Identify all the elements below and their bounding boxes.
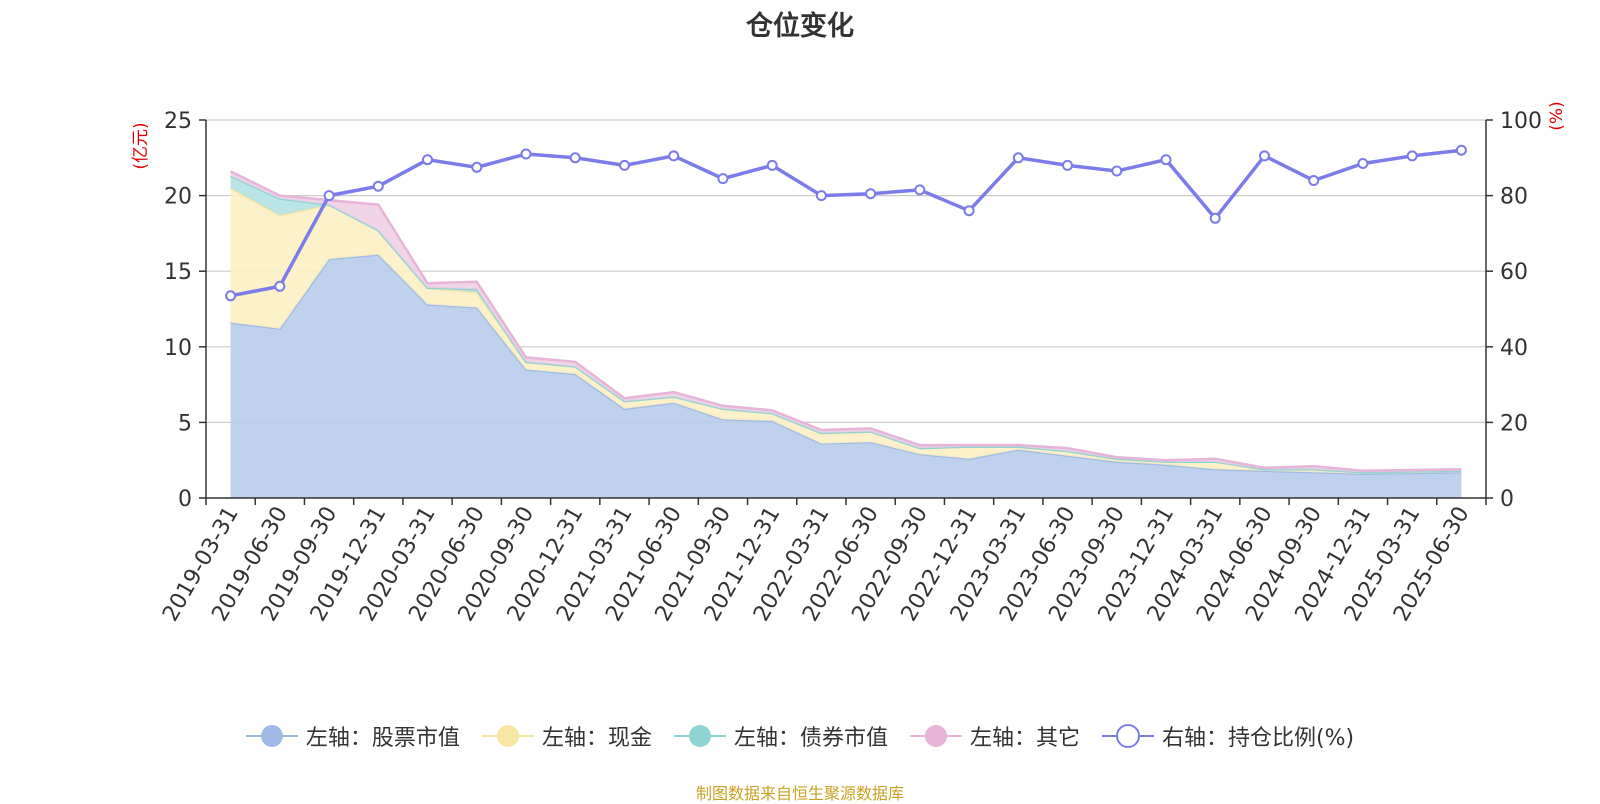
line-右轴：持仓比例(%) <box>230 148 1462 298</box>
ratio-point <box>372 180 384 192</box>
legend-item[interactable]: 左轴：现金 <box>481 720 652 752</box>
chart-title: 仓位变化 <box>746 11 854 42</box>
ratio-point <box>422 154 433 166</box>
ratio-point <box>1012 152 1024 164</box>
ratio-point <box>569 152 581 164</box>
ratio-point <box>225 290 237 302</box>
ratio-point <box>1209 212 1221 224</box>
ratio-point <box>619 159 630 171</box>
ratio-point <box>1406 150 1418 162</box>
left-axis-tick-label: 20 <box>164 185 192 210</box>
ratio-point <box>471 161 483 173</box>
right-axis-tick-label: 100 <box>1500 109 1542 134</box>
ratio-point <box>865 188 877 200</box>
ratio-point <box>668 150 680 162</box>
ratio-point <box>274 280 286 292</box>
left-axis-tick-label: 25 <box>164 109 192 134</box>
source-note: 制图数据来自恒生聚源数据库 <box>695 784 904 803</box>
legend-swatch-icon <box>245 725 298 747</box>
right-axis-tick-label: 60 <box>1500 260 1528 285</box>
legend-item[interactable]: 右轴：持仓比例(%) <box>1101 720 1355 752</box>
legend-label: 右轴：持仓比例(%) <box>1161 726 1355 751</box>
ratio-point <box>1160 154 1172 166</box>
left-axis-tick-label: 0 <box>178 487 192 512</box>
ratio-point <box>914 184 926 196</box>
area-左轴：股票市值 <box>230 254 1462 498</box>
ratio-point <box>1062 159 1073 171</box>
legend-swatch-icon <box>481 725 534 747</box>
legend-item[interactable]: 左轴：其它 <box>909 720 1080 752</box>
ratio-point <box>717 173 729 185</box>
legend-item[interactable]: 左轴：债券市值 <box>673 720 888 752</box>
legend-label: 左轴：现金 <box>541 726 652 751</box>
left-axis-tick-label: 10 <box>164 336 192 361</box>
legend-swatch-icon <box>673 725 726 747</box>
legend-label: 左轴：其它 <box>969 726 1080 751</box>
ratio-point <box>1357 158 1369 169</box>
legend-swatch-icon <box>1101 724 1154 748</box>
ratio-point <box>1259 150 1270 162</box>
ratio-point <box>1111 165 1123 177</box>
ratio-point <box>323 190 335 202</box>
left-axis-unit: (亿元) <box>131 122 151 169</box>
legend-item[interactable]: 左轴：股票市值 <box>245 720 460 752</box>
right-axis-unit: (%) <box>1547 101 1567 130</box>
ratio-point <box>1308 175 1320 186</box>
legend: 左轴：股票市值 左轴：现金 左轴：债券市值 左轴：其它 右轴：持仓比例(%) <box>0 716 1600 756</box>
right-axis-tick-label: 80 <box>1500 185 1528 210</box>
legend-swatch-icon <box>909 725 962 747</box>
left-axis-tick-label: 5 <box>178 411 192 436</box>
ratio-point <box>963 205 975 217</box>
ratio-point <box>766 159 778 171</box>
right-axis-tick-label: 20 <box>1500 411 1528 436</box>
legend-label: 左轴：债券市值 <box>733 726 888 751</box>
legend-label: 左轴：股票市值 <box>305 726 460 751</box>
ratio-point <box>520 148 532 160</box>
area-edge-左轴：其它 <box>230 170 1462 473</box>
ratio-point <box>815 190 827 202</box>
right-axis-tick-label: 0 <box>1500 487 1514 512</box>
ratio-line <box>225 144 1467 302</box>
stacked-areas <box>229 170 1462 498</box>
right-axis-tick-label: 40 <box>1500 336 1528 361</box>
ratio-point <box>1455 144 1467 156</box>
left-axis-tick-label: 15 <box>164 260 192 285</box>
